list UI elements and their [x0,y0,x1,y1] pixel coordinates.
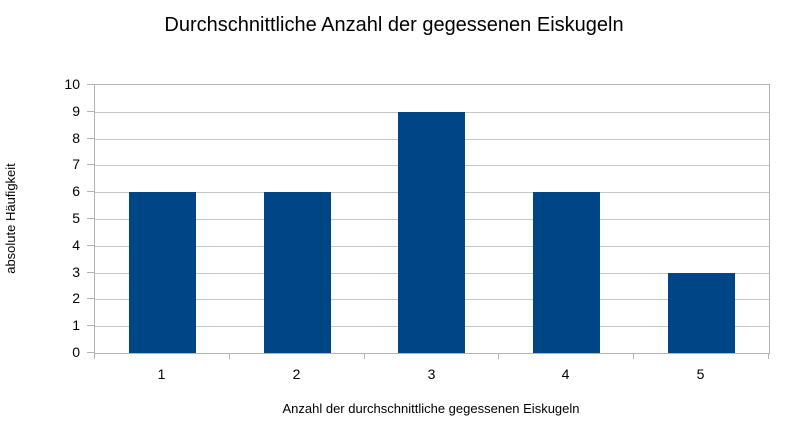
y-tick-mark [87,164,94,165]
y-tick-mark [87,245,94,246]
plot-area [94,84,770,354]
y-tick-mark [87,84,94,85]
y-tick-label: 7 [72,156,80,172]
x-tick-mark [498,353,499,359]
x-tick-label-3: 3 [427,366,436,382]
x-tick-label-2: 2 [292,366,301,382]
x-tick-mark [633,353,634,359]
y-tick-label: 4 [72,237,80,253]
x-tick-mark [768,353,769,359]
y-axis-title-text: absolute Häufigkeit [2,162,18,274]
x-tick-label-5: 5 [696,366,705,382]
y-axis-title: absolute Häufigkeit [0,84,20,352]
y-tick-label: 9 [72,103,80,119]
y-tick-mark [87,298,94,299]
x-tick-label-4: 4 [561,366,570,382]
y-tick-label: 10 [64,76,80,92]
y-tick-label: 8 [72,130,80,146]
y-tick-label: 6 [72,183,80,199]
bar-category-2 [264,192,331,353]
y-tick-label: 5 [72,210,80,226]
x-tick-mark [364,353,365,359]
bar-category-4 [533,192,600,353]
y-tick-label: 3 [72,264,80,280]
y-tick-mark [87,272,94,273]
bar-category-5 [668,273,735,353]
bar-category-3 [398,112,465,353]
bar-category-1 [129,192,196,353]
y-tick-mark [87,325,94,326]
y-tick-mark [87,191,94,192]
y-tick-mark [87,111,94,112]
x-tick-label-1: 1 [157,366,166,382]
x-axis-title: Anzahl der durchschnittliche gegessenen … [282,401,580,416]
y-tick-mark [87,138,94,139]
y-tick-label: 2 [72,290,80,306]
y-tick-label: 0 [72,344,80,360]
y-tick-mark [87,218,94,219]
x-tick-mark [229,353,230,359]
chart-title: Durchschnittliche Anzahl der gegessenen … [164,14,624,36]
y-tick-label: 1 [72,317,80,333]
x-tick-mark [94,353,95,359]
y-tick-mark [87,352,94,353]
